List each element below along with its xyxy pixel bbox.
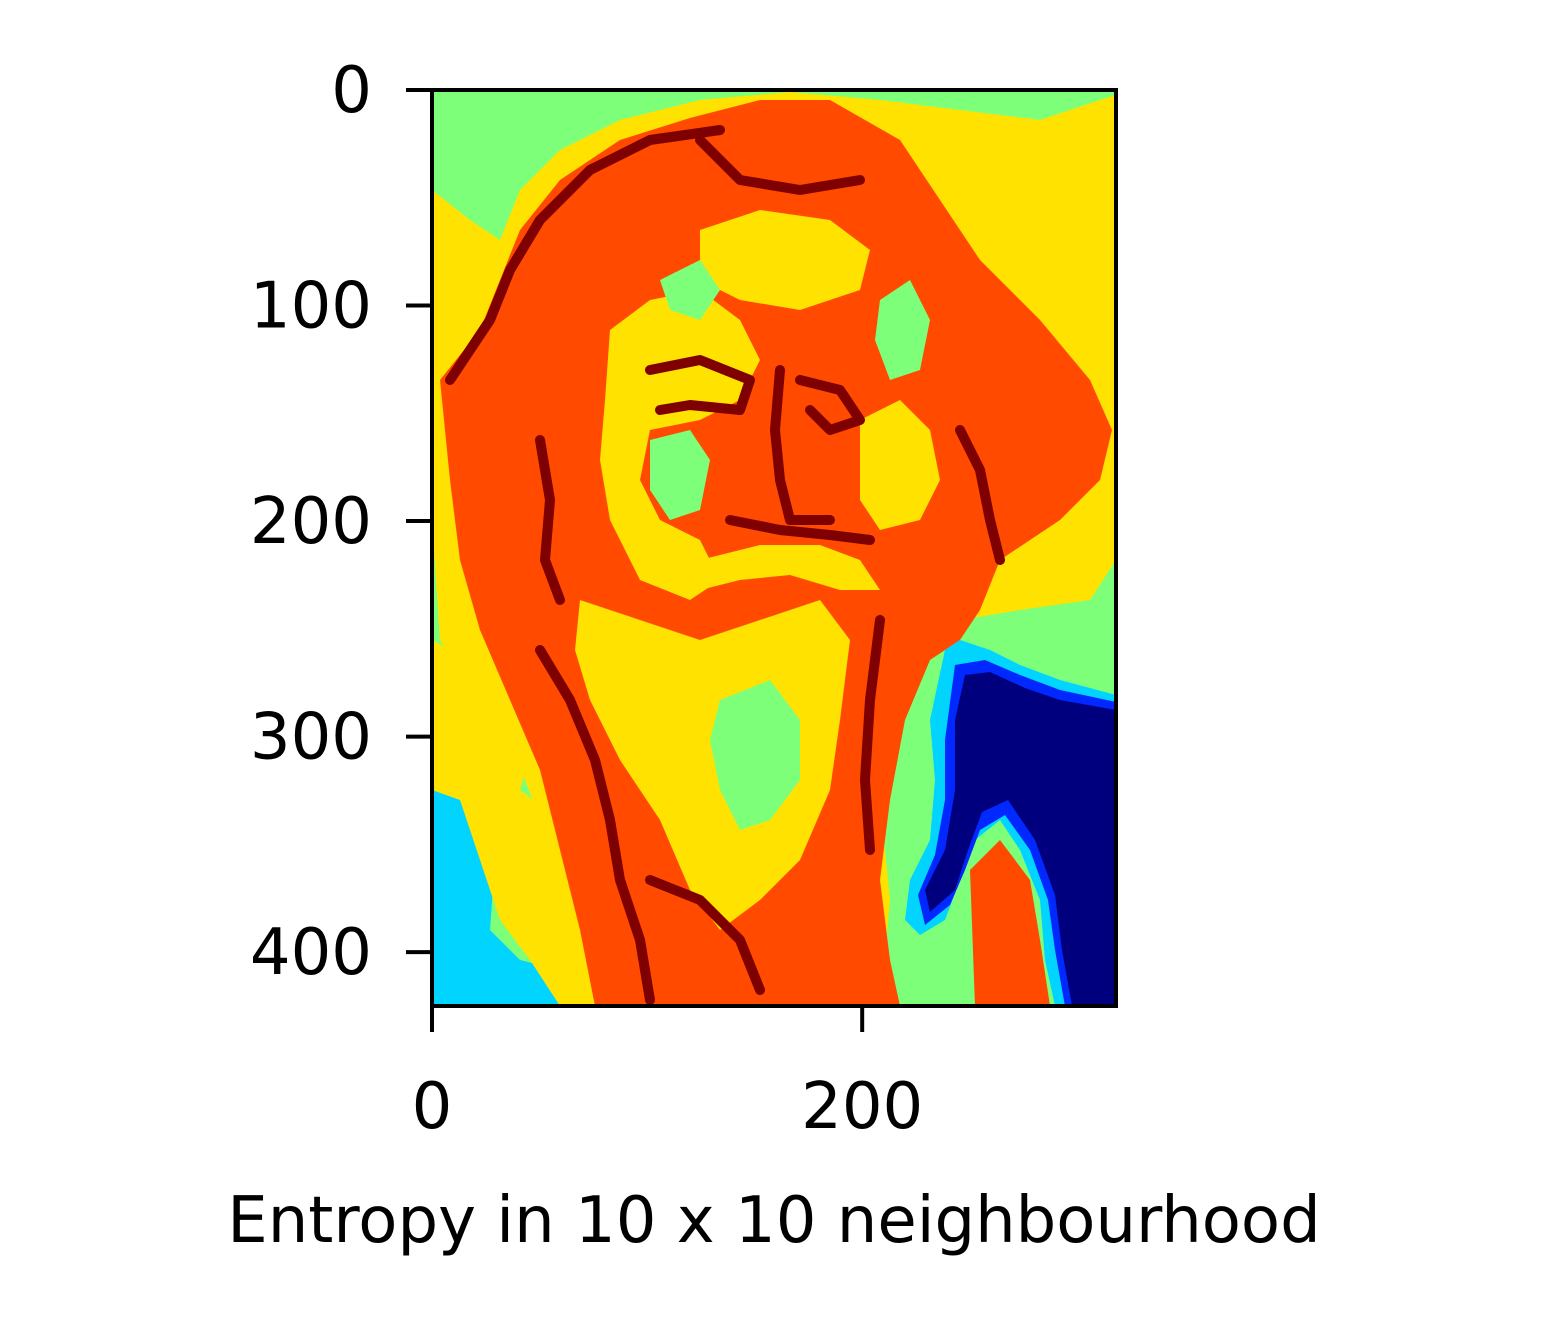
dark-red-stroke-left-cheek <box>535 435 565 605</box>
yellow-mouth-band <box>700 545 880 590</box>
dark-red-stroke-brow-left <box>645 355 755 415</box>
dark-red-detail-group <box>445 125 1005 1005</box>
yellow-forehead <box>700 210 870 310</box>
x-axis-title: Entropy in 10 x 10 neighbourhood <box>227 1184 1320 1258</box>
dark-red-stroke-nose <box>770 365 835 525</box>
plot-frame <box>430 88 1118 1008</box>
yellow-chin <box>575 600 850 930</box>
dark-red-stroke-right-cheek <box>955 425 1005 565</box>
x-tick-label: 200 <box>801 1070 923 1144</box>
y-axis: 0 100 200 300 400 <box>250 54 432 990</box>
orange-neck-right <box>970 840 1050 1006</box>
entropy-heatmap <box>432 90 1116 1006</box>
y-tick-label: 300 <box>250 701 372 775</box>
dark-red-stroke-forehead <box>695 135 865 195</box>
dark-red-stroke-neck-left <box>535 645 655 1005</box>
green-chin <box>710 680 800 830</box>
dark-red-stroke-mouth <box>725 515 875 545</box>
yellow-band-left <box>432 640 600 1006</box>
x-tick-label: 0 <box>412 1070 453 1144</box>
dark-red-stroke-beard <box>645 875 765 995</box>
y-tick-label: 200 <box>250 485 372 559</box>
y-tick-label: 400 <box>250 916 372 990</box>
dark-red-stroke-neck-right <box>860 615 885 855</box>
yellow-cheek-right <box>860 400 940 530</box>
green-forehead <box>660 260 720 320</box>
y-tick-label: 100 <box>250 270 372 344</box>
dark-blue-region <box>925 672 1116 1006</box>
dark-red-stroke-eye-right <box>795 375 865 435</box>
cyan-region-left <box>432 760 580 1006</box>
dark-red-stroke-head-outline <box>445 125 725 385</box>
x-axis: 0 200 <box>412 1006 923 1144</box>
green-temple-right <box>875 280 930 380</box>
green-cheek-left <box>650 430 710 520</box>
y-tick-label: 0 <box>331 54 372 128</box>
